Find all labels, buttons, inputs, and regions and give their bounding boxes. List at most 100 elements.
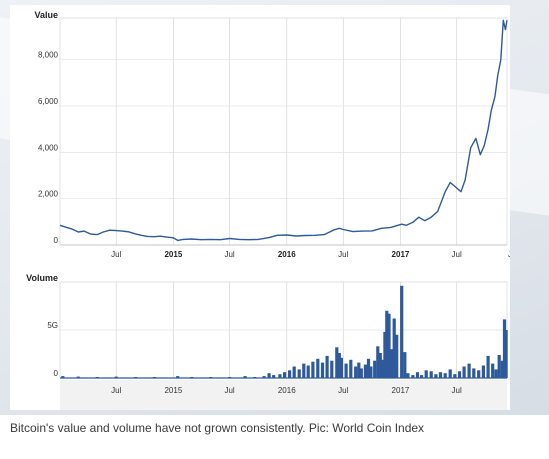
volume-bar: [392, 318, 396, 378]
y-axis-title: Volume: [26, 273, 58, 283]
volume-bar: [359, 368, 363, 378]
volume-bar: [378, 353, 382, 378]
volume-bar: [366, 358, 371, 378]
volume-bar: [477, 370, 481, 378]
volume-bar: [472, 368, 476, 378]
volume-bar: [381, 359, 385, 378]
x-tick-label: 2015: [164, 386, 182, 395]
volume-bar: [462, 366, 466, 378]
volume-bar: [504, 330, 508, 378]
volume-bar: [500, 360, 504, 378]
volume-bar: [354, 366, 358, 378]
y-tick-label: 8,000: [38, 51, 59, 60]
volume-bar: [297, 369, 301, 378]
y-tick-label: 4,000: [38, 143, 59, 152]
y-tick-label: 6,000: [38, 97, 59, 106]
x-tick-label: Jul: [452, 386, 462, 395]
x-tick-label: Jul: [338, 250, 348, 259]
volume-bar: [243, 376, 247, 378]
volume-bar: [438, 372, 443, 378]
volume-bar: [390, 349, 394, 378]
volume-bar: [481, 365, 485, 378]
volume-bar: [369, 366, 373, 378]
chart-panel: Value 0 2,000 4,000 6,000 8,000 Jul 2015 Jul 2016…: [10, 5, 510, 410]
volume-bar: [272, 375, 276, 378]
volume-bar: [283, 372, 287, 378]
y-tick-label: 5G: [47, 321, 58, 330]
volume-bar: [292, 366, 296, 378]
volume-bar: [406, 373, 410, 378]
volume-bar: [325, 355, 329, 378]
volume-bar: [320, 362, 325, 378]
volume-bar: [363, 364, 367, 378]
x-tick-label: J: [508, 250, 510, 259]
x-tick-label: Jul: [111, 250, 121, 259]
volume-bar: [339, 357, 343, 378]
volume-bar: [278, 374, 282, 378]
volume-bar: [486, 355, 490, 378]
volume-bar: [95, 377, 99, 378]
volume-bar: [395, 334, 399, 378]
volume-bar: [288, 370, 292, 378]
volume-bar: [114, 376, 118, 378]
volume-bar: [190, 377, 194, 378]
volume-bar: [267, 373, 271, 378]
image-caption: Bitcoin's value and volume have not grow…: [10, 421, 425, 435]
volume-bar: [152, 377, 156, 378]
volume-bar: [76, 376, 80, 378]
y-tick-label: 0: [54, 236, 59, 245]
volume-bar: [403, 352, 407, 378]
volume-bar: [311, 361, 315, 378]
volume-bar: [349, 359, 353, 378]
volume-bar: [497, 355, 501, 378]
volume-bar: [316, 358, 320, 378]
volume-bar: [373, 360, 377, 378]
volume-chart: Volume05GJul2015Jul2016Jul2017JulJul2015…: [26, 273, 508, 410]
x-tick-label: 2017: [392, 386, 410, 395]
volume-bar: [429, 371, 433, 378]
volume-bar: [228, 377, 232, 378]
value-chart: Value 0 2,000 4,000 6,000 8,000 Jul 2015 Jul 2016…: [34, 10, 510, 259]
volume-bar: [357, 362, 361, 378]
volume-bar: [337, 353, 341, 378]
volume-bar: [335, 347, 339, 378]
plot-area: [59, 17, 508, 246]
volume-bar: [494, 369, 498, 378]
volume-bar: [262, 376, 266, 378]
volume-bar: [491, 363, 495, 378]
x-tick-label: 2016: [278, 250, 296, 259]
value-line: [59, 19, 508, 242]
x-tick-label: Jul: [111, 386, 121, 395]
volume-bar: [344, 363, 348, 378]
volume-bar: [330, 360, 334, 378]
volume-bar: [434, 374, 438, 378]
volume-bar: [176, 376, 180, 378]
y-tick-label: 0: [54, 369, 59, 378]
volume-bar: [448, 369, 452, 378]
volume-bar: [376, 346, 380, 378]
y-tick-label: 2,000: [38, 190, 59, 199]
volume-bar: [61, 376, 65, 378]
volume-bar: [443, 373, 447, 378]
volume-bar: [209, 377, 213, 378]
volume-bar: [400, 285, 404, 378]
x-tick-label: Jul: [452, 250, 462, 259]
x-tick-label: Jul: [224, 386, 234, 395]
chart-figure: Value 0 2,000 4,000 6,000 8,000 Jul 2015 Jul 2016…: [0, 0, 549, 415]
volume-bar: [411, 375, 415, 378]
volume-bar: [424, 370, 428, 378]
volume-bar: [457, 371, 462, 378]
volume-bar: [253, 377, 257, 378]
x-tick-label: 2015: [164, 250, 182, 259]
volume-bar: [467, 363, 471, 378]
volume-bar: [415, 372, 420, 378]
x-tick-label: Jul: [224, 250, 234, 259]
volume-bar: [383, 331, 387, 378]
x-tick-label: 2016: [278, 386, 296, 395]
x-axis-strip: [60, 380, 507, 410]
volume-bar: [306, 365, 310, 378]
chart-canvas: Value 0 2,000 4,000 6,000 8,000 Jul 2015 Jul 2016…: [26, 10, 510, 410]
volume-bar: [420, 375, 424, 378]
x-tick-label: Jul: [338, 386, 348, 395]
volume-bar: [133, 377, 138, 378]
